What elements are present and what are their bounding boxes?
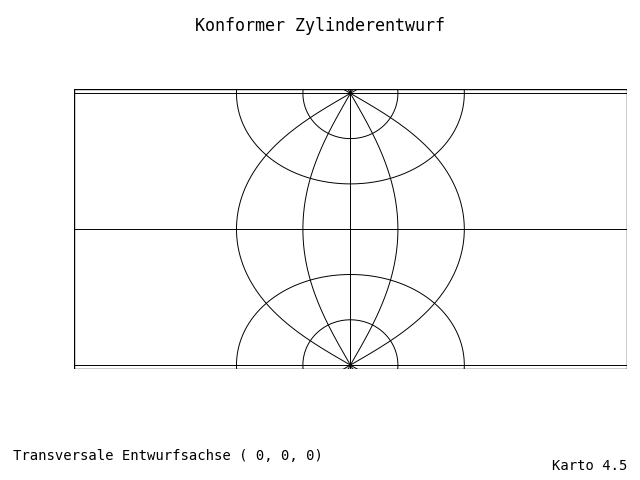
Text: Transversale Entwurfsachse ( 0, 0, 0): Transversale Entwurfsachse ( 0, 0, 0) (13, 449, 323, 463)
Text: Konformer Zylinderentwurf: Konformer Zylinderentwurf (195, 17, 445, 35)
Text: Karto 4.5: Karto 4.5 (552, 459, 627, 473)
